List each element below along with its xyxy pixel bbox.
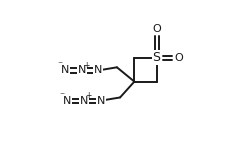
Text: +: +: [83, 61, 90, 70]
Text: O: O: [174, 53, 183, 63]
Text: N: N: [80, 96, 89, 106]
Text: N: N: [60, 65, 69, 76]
Text: N: N: [78, 65, 86, 76]
Text: N: N: [63, 96, 71, 106]
Text: ⁻: ⁻: [59, 91, 64, 101]
Text: N: N: [94, 65, 102, 76]
Text: S: S: [153, 51, 160, 64]
Text: N: N: [97, 96, 105, 106]
Text: O: O: [152, 24, 161, 34]
Text: +: +: [86, 91, 92, 100]
Text: ⁻: ⁻: [57, 61, 62, 71]
